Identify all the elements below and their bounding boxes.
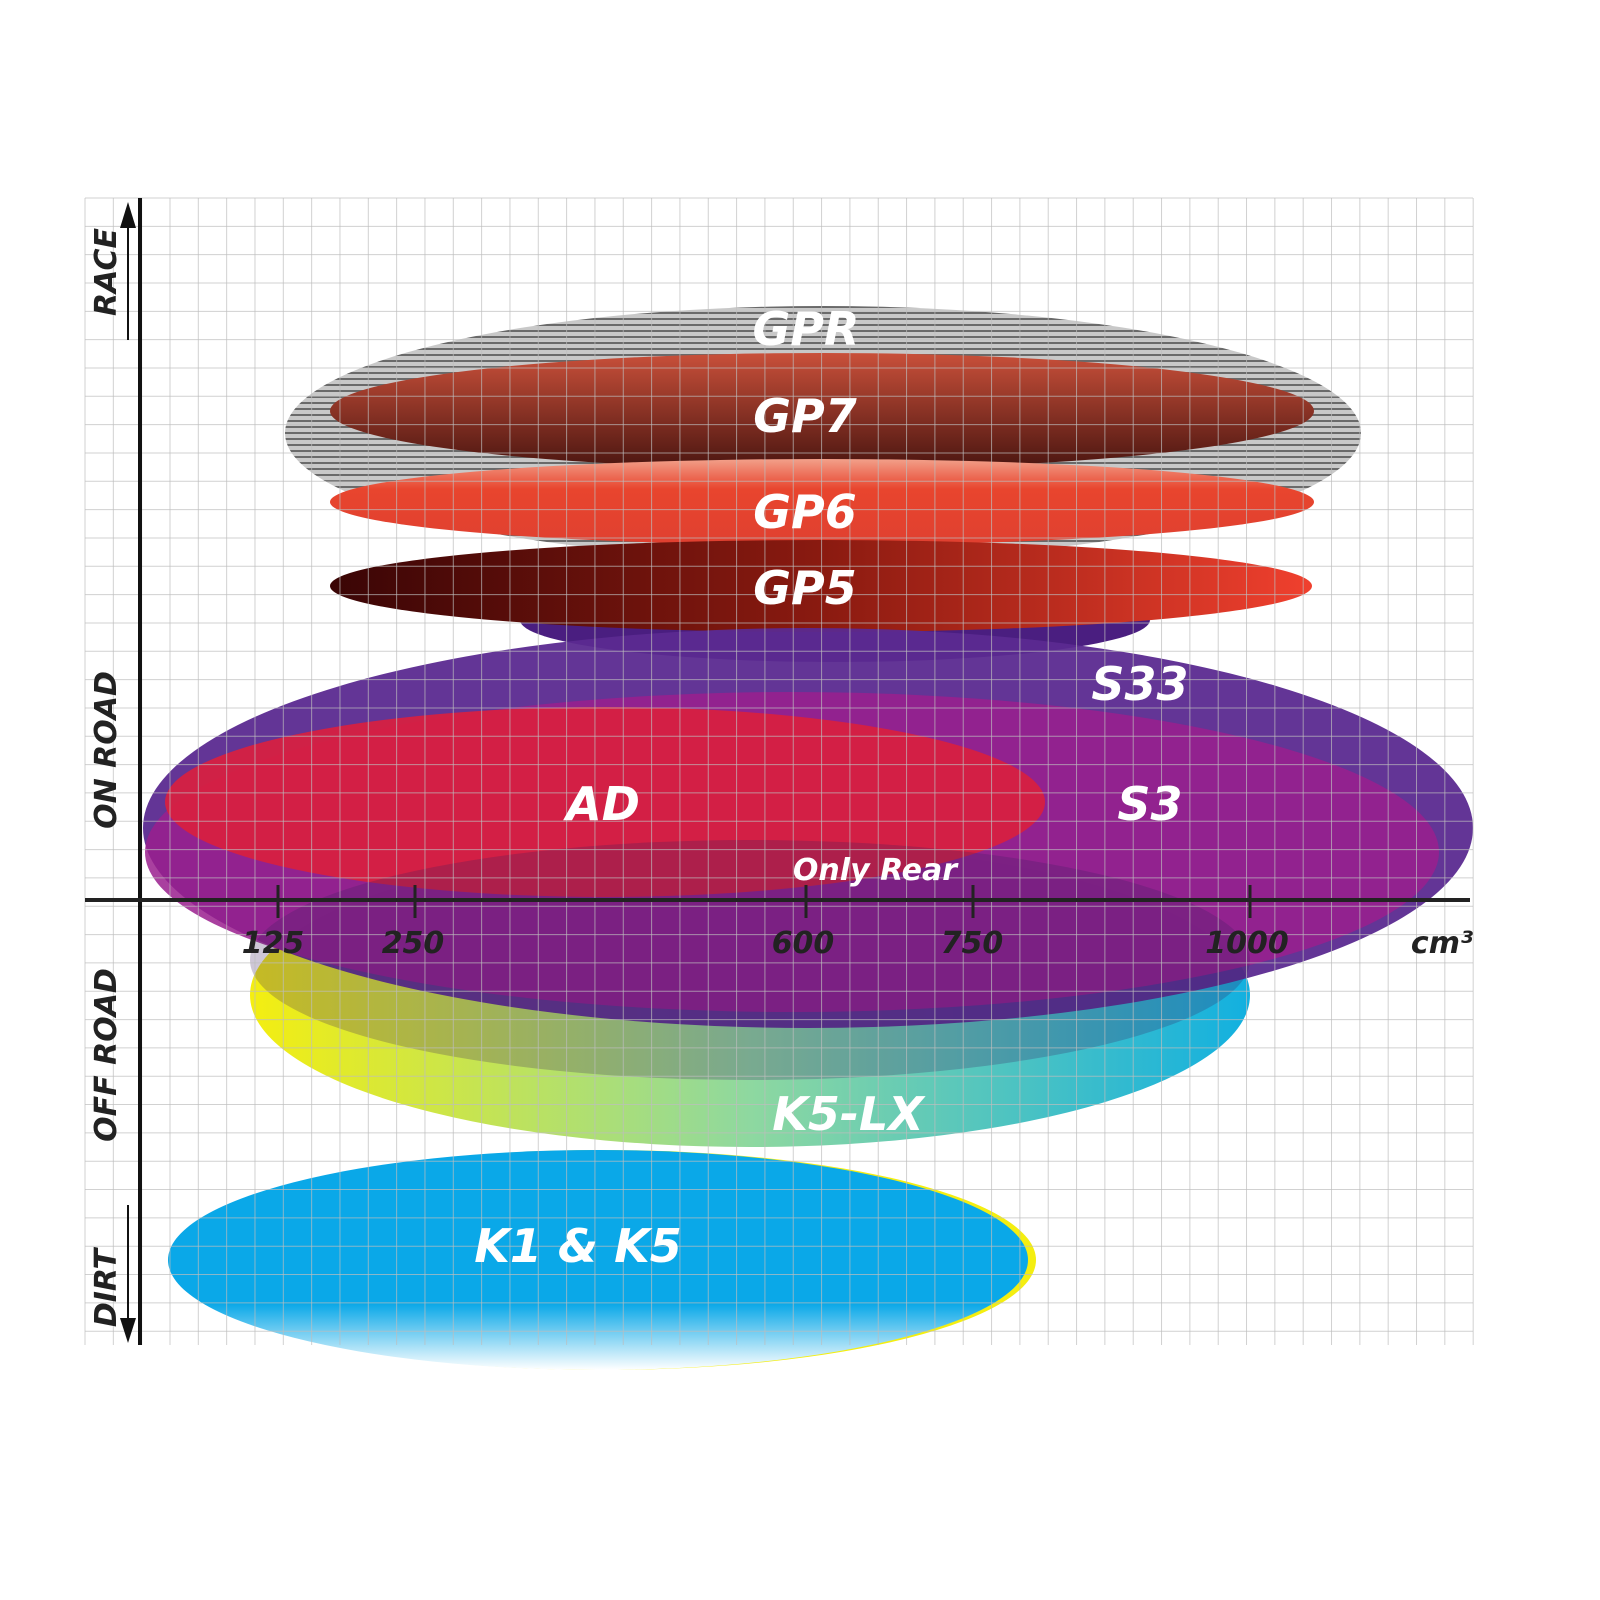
x-tick-label: 600 [772,926,835,961]
y-label-race: RACE [89,228,124,316]
label-s33: S33 [1091,657,1188,711]
y-label-off-road: OFF ROAD [89,968,124,1142]
product-ellipses [143,306,1473,1370]
up-arrow-head-icon [120,202,136,228]
ellipse-k1-k5 [168,1150,1028,1370]
product-labels: GPR GP7 GP6 GP5 S33 S3 AD Only Rear K5-L… [474,302,1188,1273]
x-tick-label: 250 [382,926,445,961]
label-only-rear: Only Rear [793,853,959,888]
label-s3: S3 [1117,777,1182,831]
x-unit-label: cm³ [1411,926,1473,961]
label-gp6: GP6 [753,485,856,539]
label-ad: AD [563,777,640,831]
x-tick-label: 1000 [1205,926,1289,961]
label-gp5: GP5 [753,561,856,615]
ellipse-gp5 [330,540,1312,632]
down-arrow-head-icon [120,1318,136,1343]
label-gpr: GPR [753,302,860,356]
label-k5-lx: K5-LX [772,1087,926,1141]
x-tick-label: 750 [941,926,1004,961]
label-gp7: GP7 [753,389,856,443]
label-k1-k5: K1 & K5 [474,1219,681,1273]
y-label-dirt: DIRT [89,1246,124,1327]
axes: 125 250 600 750 1000 cm³ RACE ON ROAD OF… [85,198,1473,1345]
x-tick-label: 125 [242,926,305,961]
y-label-on-road: ON ROAD [89,671,124,829]
